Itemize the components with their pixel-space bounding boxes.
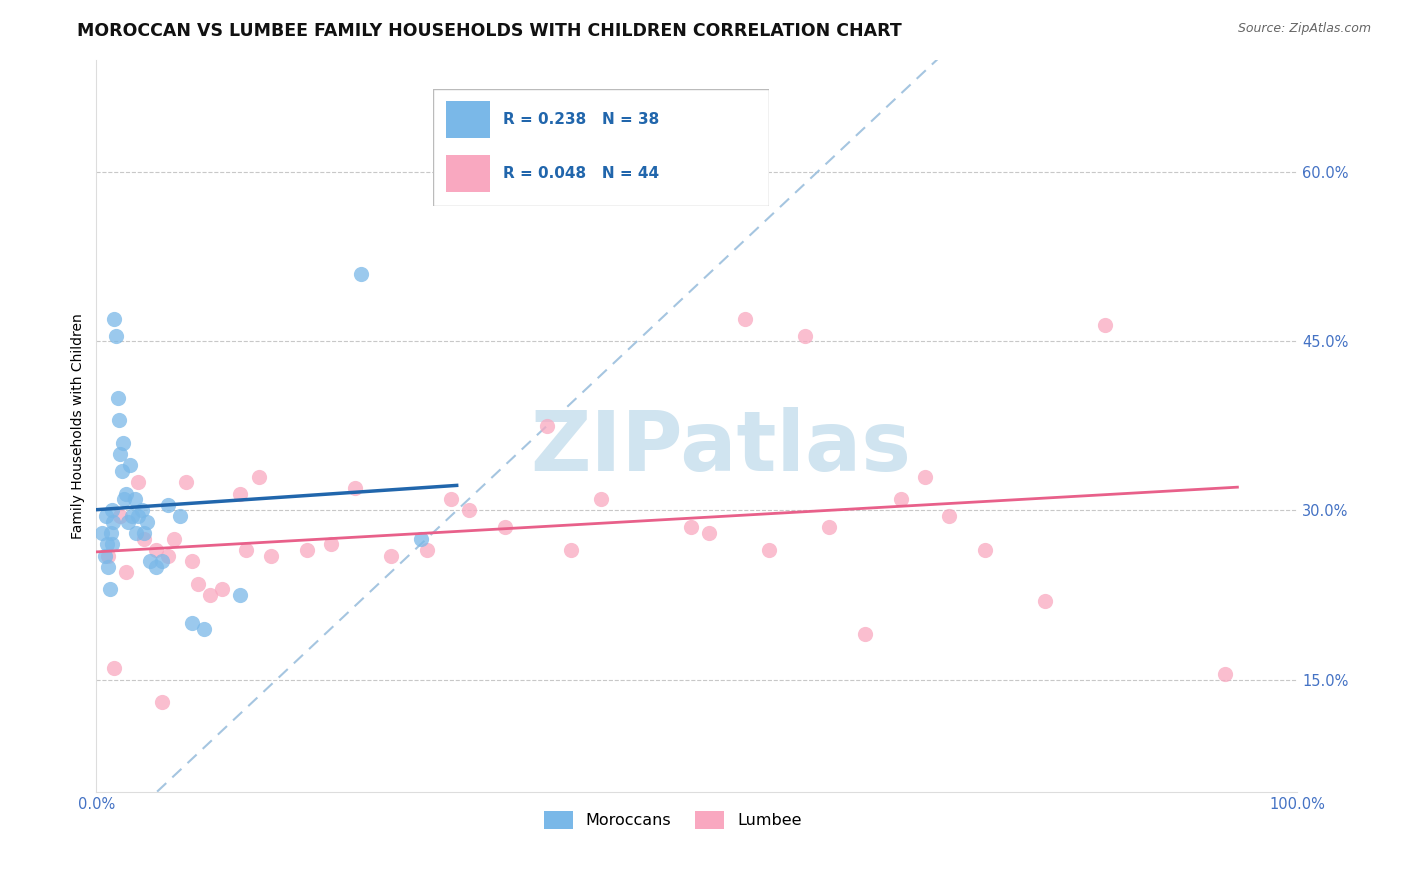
Point bbox=[101, 503, 124, 517]
Point bbox=[409, 532, 432, 546]
Point bbox=[440, 492, 463, 507]
Point bbox=[890, 492, 912, 507]
Point bbox=[794, 328, 817, 343]
Point bbox=[1094, 318, 1116, 332]
Point bbox=[125, 526, 148, 541]
Point bbox=[349, 267, 371, 281]
Legend: Moroccans, Lumbee: Moroccans, Lumbee bbox=[538, 805, 808, 836]
Point bbox=[235, 543, 257, 558]
Point bbox=[380, 549, 402, 563]
Point bbox=[107, 391, 129, 405]
Point bbox=[152, 695, 174, 709]
Point bbox=[112, 492, 135, 507]
Point bbox=[211, 582, 233, 597]
Point bbox=[145, 543, 167, 558]
Point bbox=[247, 469, 270, 483]
Point bbox=[104, 328, 127, 343]
Point bbox=[103, 661, 125, 675]
Point bbox=[134, 526, 156, 541]
Point bbox=[97, 559, 120, 574]
Point bbox=[1033, 593, 1056, 607]
Point bbox=[229, 486, 252, 500]
Point bbox=[974, 543, 997, 558]
Point bbox=[818, 520, 841, 534]
Point bbox=[157, 498, 180, 512]
Point bbox=[259, 549, 281, 563]
Point bbox=[108, 413, 131, 427]
Point bbox=[101, 515, 124, 529]
Point bbox=[135, 515, 157, 529]
Point bbox=[181, 616, 204, 631]
Point bbox=[181, 554, 204, 568]
Text: ZIPatlas: ZIPatlas bbox=[530, 408, 911, 489]
Point bbox=[200, 588, 222, 602]
Point bbox=[1215, 667, 1237, 681]
Point bbox=[319, 537, 342, 551]
Point bbox=[110, 509, 132, 524]
Point bbox=[117, 515, 139, 529]
Point bbox=[560, 543, 582, 558]
Point bbox=[169, 509, 191, 524]
Point bbox=[121, 509, 143, 524]
Point bbox=[94, 509, 117, 524]
Point bbox=[914, 469, 936, 483]
Point bbox=[127, 509, 149, 524]
Point bbox=[938, 509, 960, 524]
Point bbox=[103, 311, 125, 326]
Point bbox=[111, 435, 134, 450]
Y-axis label: Family Households with Children: Family Households with Children bbox=[72, 313, 86, 539]
Point bbox=[589, 492, 612, 507]
Point bbox=[157, 549, 180, 563]
Point bbox=[98, 582, 121, 597]
Point bbox=[679, 520, 702, 534]
Point bbox=[193, 622, 215, 636]
Point bbox=[457, 503, 479, 517]
Point bbox=[697, 526, 720, 541]
Point bbox=[152, 554, 174, 568]
Point bbox=[100, 526, 122, 541]
Point bbox=[536, 419, 558, 434]
Point bbox=[853, 627, 876, 641]
Point bbox=[145, 559, 167, 574]
Text: Source: ZipAtlas.com: Source: ZipAtlas.com bbox=[1237, 22, 1371, 36]
Point bbox=[343, 481, 366, 495]
Point bbox=[115, 566, 138, 580]
Point bbox=[163, 532, 186, 546]
Text: MOROCCAN VS LUMBEE FAMILY HOUSEHOLDS WITH CHILDREN CORRELATION CHART: MOROCCAN VS LUMBEE FAMILY HOUSEHOLDS WIT… bbox=[77, 22, 903, 40]
Point bbox=[101, 537, 124, 551]
Point bbox=[127, 475, 149, 490]
Point bbox=[734, 311, 756, 326]
Point bbox=[124, 492, 146, 507]
Point bbox=[295, 543, 318, 558]
Point bbox=[110, 464, 132, 478]
Point bbox=[110, 447, 132, 461]
Point bbox=[758, 543, 780, 558]
Point bbox=[176, 475, 198, 490]
Point bbox=[131, 503, 153, 517]
Point bbox=[97, 549, 120, 563]
Point bbox=[118, 458, 141, 473]
Point bbox=[494, 520, 516, 534]
Point bbox=[139, 554, 162, 568]
Point bbox=[415, 543, 437, 558]
Point bbox=[187, 576, 209, 591]
Point bbox=[91, 526, 114, 541]
Point bbox=[229, 588, 252, 602]
Point bbox=[115, 486, 138, 500]
Point bbox=[94, 549, 117, 563]
Point bbox=[134, 532, 156, 546]
Point bbox=[96, 537, 118, 551]
